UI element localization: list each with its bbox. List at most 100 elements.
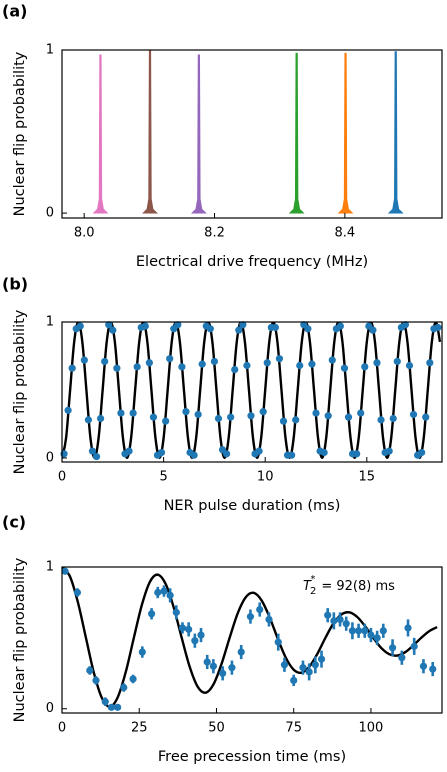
data-point bbox=[361, 627, 369, 635]
data-point bbox=[147, 610, 156, 618]
data-point bbox=[210, 357, 219, 366]
data-point bbox=[198, 360, 206, 368]
fit-curve bbox=[62, 322, 442, 460]
data-point bbox=[222, 450, 231, 458]
x-tick-label: 5 bbox=[159, 470, 167, 485]
data-point bbox=[265, 615, 273, 624]
data-point bbox=[194, 410, 202, 419]
data-point bbox=[290, 676, 298, 684]
data-point bbox=[317, 655, 326, 663]
resonance-peak bbox=[288, 52, 305, 214]
y-axis-label: Nuclear flip probability bbox=[12, 557, 28, 722]
data-point bbox=[299, 664, 307, 672]
data-point bbox=[228, 664, 236, 672]
data-point bbox=[73, 588, 82, 597]
y-tick-label: 1 bbox=[46, 560, 54, 575]
data-point bbox=[235, 326, 243, 334]
data-point bbox=[191, 637, 199, 645]
data-point bbox=[237, 648, 245, 656]
data-point bbox=[401, 321, 410, 329]
x-tick-label: 8.4 bbox=[335, 226, 356, 241]
data-point bbox=[101, 357, 109, 366]
y-axis-label: Nuclear flip probability bbox=[12, 51, 28, 216]
data-point bbox=[271, 323, 279, 332]
data-point bbox=[203, 658, 211, 666]
y-tick-label: 0 bbox=[46, 206, 54, 221]
data-point bbox=[97, 414, 105, 423]
data-point bbox=[76, 322, 84, 330]
data-point bbox=[404, 624, 412, 632]
data-point bbox=[388, 644, 397, 652]
data-point bbox=[160, 587, 168, 595]
panel-label: (a) bbox=[2, 2, 27, 21]
annotation-subscript: 2 bbox=[310, 586, 316, 597]
data-point bbox=[178, 363, 186, 371]
data-point bbox=[86, 666, 94, 675]
data-point bbox=[304, 325, 312, 333]
data-point bbox=[279, 417, 288, 425]
data-point bbox=[336, 322, 344, 330]
data-point bbox=[247, 412, 255, 420]
data-point bbox=[288, 451, 296, 459]
data-point bbox=[348, 627, 357, 635]
data-point bbox=[138, 648, 146, 656]
data-point bbox=[367, 631, 375, 639]
data-point bbox=[393, 357, 401, 366]
data-point bbox=[219, 669, 227, 677]
data-point bbox=[61, 567, 69, 575]
data-point bbox=[114, 703, 122, 711]
data-point bbox=[320, 448, 328, 457]
data-point bbox=[231, 365, 239, 374]
x-tick-label: 0 bbox=[58, 470, 66, 485]
data-point bbox=[419, 662, 428, 670]
data-point bbox=[129, 675, 137, 683]
data-point bbox=[379, 627, 387, 635]
data-point bbox=[243, 361, 251, 370]
data-point bbox=[209, 662, 217, 670]
data-point bbox=[340, 364, 349, 372]
data-point bbox=[227, 413, 235, 421]
data-point bbox=[324, 611, 332, 619]
data-point bbox=[166, 355, 174, 363]
data-point bbox=[80, 356, 88, 364]
data-point bbox=[308, 360, 316, 368]
data-point bbox=[182, 408, 190, 416]
data-point bbox=[92, 676, 100, 684]
data-point bbox=[178, 624, 187, 632]
data-point bbox=[398, 654, 406, 662]
data-point bbox=[292, 416, 300, 424]
data-point bbox=[172, 608, 180, 616]
resonance-peak bbox=[92, 54, 109, 214]
data-point bbox=[422, 413, 430, 421]
plot-frame bbox=[61, 49, 443, 219]
resonance-peak bbox=[337, 52, 354, 214]
data-point bbox=[88, 447, 97, 455]
data-point bbox=[154, 588, 162, 597]
data-point bbox=[239, 321, 247, 329]
x-axis-label: NER pulse duration (ms) bbox=[164, 498, 341, 514]
data-point bbox=[101, 698, 109, 706]
data-point bbox=[259, 408, 267, 416]
data-point bbox=[109, 326, 117, 334]
x-tick-label: 25 bbox=[131, 721, 148, 736]
y-axis-label: Nuclear flip probability bbox=[12, 309, 28, 474]
annotation-text: = 92(8) ms bbox=[321, 579, 395, 594]
data-point bbox=[263, 359, 271, 367]
x-tick-label: 50 bbox=[208, 721, 225, 736]
resonance-peak bbox=[142, 49, 158, 214]
resonance-peak bbox=[387, 51, 404, 214]
x-tick-label: 15 bbox=[359, 470, 376, 485]
data-point bbox=[162, 417, 170, 425]
data-point bbox=[312, 409, 320, 417]
plot-frame bbox=[61, 321, 443, 463]
data-point bbox=[385, 447, 393, 455]
data-point bbox=[92, 452, 101, 461]
data-point bbox=[274, 638, 282, 646]
data-point bbox=[361, 363, 369, 371]
data-point bbox=[342, 620, 350, 628]
data-point bbox=[336, 615, 344, 624]
data-point bbox=[410, 642, 418, 650]
data-point bbox=[328, 356, 336, 364]
data-point bbox=[166, 591, 174, 599]
